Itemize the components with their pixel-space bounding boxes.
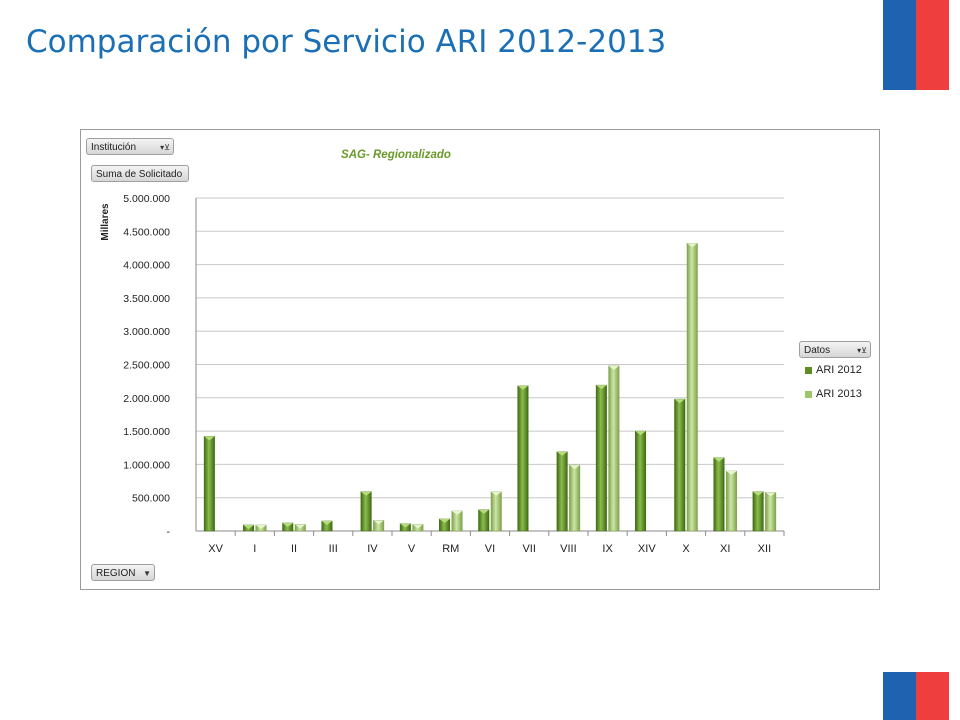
bar-cap [765,492,776,497]
legend-item-ari-2012: ARI 2012 [805,364,862,376]
x-tick-label: RM [442,543,459,555]
bar-cap [451,511,463,516]
bar-ari-2012 [595,384,607,532]
bar-cap [400,523,411,528]
x-tick-label: VI [485,543,495,555]
y-tick-label: 3.000.000 [123,326,170,338]
bar-ari-2012 [439,518,451,532]
x-tick-label: X [682,543,690,555]
y-tick-label: 500.000 [132,493,170,505]
flag-red-stripe [916,0,949,90]
bar-ari-2013 [608,365,620,532]
bar-ari-2012 [635,430,647,532]
y-tick-label: 1.500.000 [123,426,170,438]
x-tick-label: IX [602,543,613,555]
bar-cap [360,491,372,496]
chart-plot: SAG- Regionalizado Millares - 500.000 1.00… [100,149,785,555]
legend-label: ARI 2012 [816,364,862,376]
region-field-button[interactable]: REGION ▼ [91,564,155,581]
chevron-down-icon: ▼ [143,569,151,578]
bar-ari-2013 [490,491,502,532]
x-tick-label: II [291,543,297,555]
bar-cap [752,491,764,496]
bar-cap [556,451,568,456]
y-tick-label: 5.000.000 [123,193,170,205]
x-tick-label: III [329,543,338,555]
flag-decoration-bottom [883,672,949,720]
bar-cap [255,525,267,530]
institucion-filter-label: Institución [91,142,137,153]
bar-cap [687,243,698,248]
y-tick-label: 4.500.000 [123,226,170,238]
bar-cap [478,509,489,514]
bar-cap [596,385,607,390]
flag-blue-stripe [883,0,916,90]
bar-ari-2012 [360,491,372,532]
bar-cap [282,523,293,528]
bar-cap [204,436,215,441]
bar-cap [491,491,502,496]
pivot-chart: Institución ▾⊻ Suma de Solicitado REGION… [80,129,880,590]
x-tick-label: V [408,543,416,555]
bar-cap [243,525,254,530]
filter-icon: ▾⊻ [160,143,170,152]
flag-red-stripe [916,672,949,720]
suma-solicitado-field-button[interactable]: Suma de Solicitado [91,165,189,182]
bar-cap [412,524,424,529]
bar-cap [517,385,529,390]
bar-ari-2013 [765,492,777,532]
suma-solicitado-label: Suma de Solicitado [96,169,183,180]
bar-cap [569,465,580,470]
y-tick-label: 1.000.000 [123,459,170,471]
x-tick-label: I [253,543,256,555]
bar-ari-2012 [713,457,725,532]
x-tick-label: XII [758,543,771,555]
y-tick-label: 2.000.000 [123,393,170,405]
bar-cap [674,399,685,404]
x-tick-label: VII [522,543,535,555]
institucion-filter-button[interactable]: Institución ▾⊻ [86,138,174,155]
y-axis-label: Millares [100,203,111,241]
legend-label: ARI 2013 [816,388,862,400]
x-tick-label: XI [720,543,730,555]
y-tick-label: 3.500.000 [123,293,170,305]
legend-item-ari-2013: ARI 2013 [805,388,862,400]
bar-cap [295,524,306,529]
bar-ari-2012 [556,451,568,532]
bar-ari-2012 [517,385,529,532]
datos-legend-button[interactable]: Datos ▾⊻ [799,341,871,358]
bar-cap [635,431,646,436]
region-field-label: REGION [96,568,136,579]
datos-legend-label: Datos [804,345,831,356]
bar-ari-2013 [686,243,698,532]
bar-cap [439,519,450,524]
bar-cap [321,521,333,526]
y-tick-label: 2.500.000 [123,360,170,372]
flag-decoration-top [883,0,949,90]
bar-ari-2012 [752,491,764,532]
bar-ari-2012 [203,436,215,532]
bar-cap [608,365,620,370]
bar-cap [726,471,737,476]
x-tick-label: IV [367,543,378,555]
bar-cap [713,457,725,462]
x-tick-label: XV [208,543,223,555]
y-tick-label: 4.000.000 [123,260,170,272]
bar-ari-2013 [725,470,737,532]
y-tick-label: - [167,526,171,538]
x-tick-label: VIII [560,543,577,555]
bar-ari-2012 [674,398,686,532]
legend-swatch [805,366,812,374]
bar-cap [373,520,384,525]
flag-blue-stripe [883,672,916,720]
chart-title: SAG- Regionalizado [341,149,451,161]
filter-icon: ▾⊻ [857,346,867,355]
slide-title: Comparación por Servicio ARI 2012-2013 [26,24,667,60]
legend-swatch [805,390,812,398]
bar-ari-2013 [569,464,581,532]
x-tick-label: XIV [638,543,656,555]
